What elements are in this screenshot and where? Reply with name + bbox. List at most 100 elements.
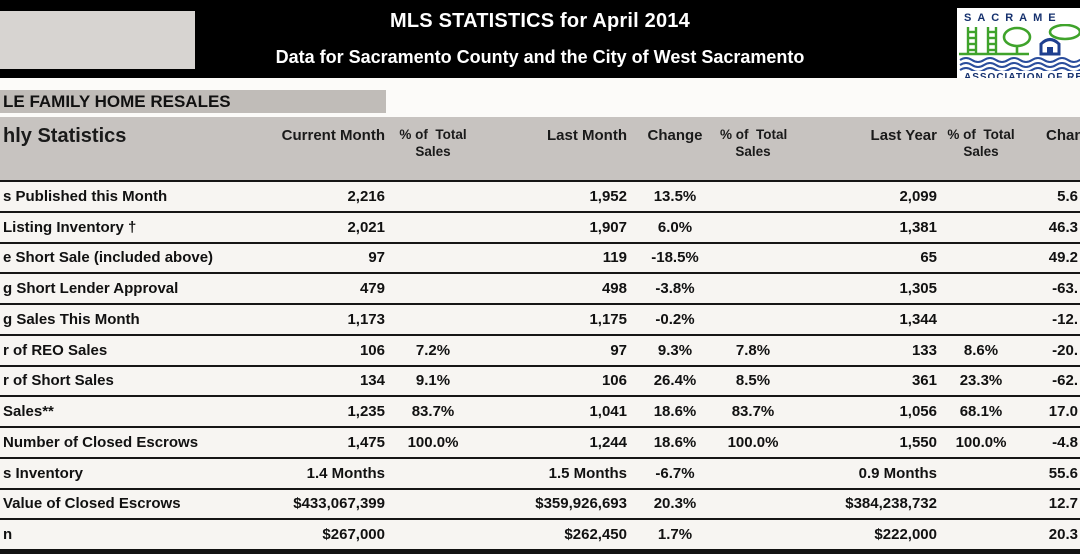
cell-pct-total-current: 100.0% [407, 433, 459, 451]
cell-change-last-year: 20.3 [1048, 526, 1078, 544]
cell-change-last-year: -63. [1052, 280, 1078, 298]
cell-last-year: 133 [911, 341, 937, 359]
table-row: g Sales This Month 1,173 1,175 -0.2% 1,344 -1… [0, 303, 1080, 334]
cell-label: e Short Sale (included above) [3, 249, 214, 267]
logo-top-text: SACRAME [964, 12, 1062, 24]
cell-current-month: 479 [359, 280, 385, 298]
cell-last-month: 106 [601, 372, 627, 390]
cell-change-last-month: -6.7% [655, 464, 695, 482]
col-header-pct-total-sales-current: % of Total Sales [388, 117, 478, 180]
cell-pct-total-current: 7.2% [415, 341, 451, 359]
sales-label: Sales [735, 143, 771, 159]
cell-last-year: 0.9 Months [858, 464, 937, 482]
cell-change-last-year: 49.2 [1048, 249, 1078, 267]
statistics-table: hly Statistics Current Month % of Total … [0, 117, 1080, 554]
table-row: Number of Closed Escrows 1,475 100.0% 1,244… [0, 426, 1080, 457]
col-header-last-year: Last Year [870, 127, 937, 144]
cell-last-year: 361 [911, 372, 937, 390]
cell-current-month: 1,475 [347, 433, 385, 451]
bridge-house-trees-icon [959, 24, 1080, 71]
cell-change-last-month: 18.6% [653, 403, 697, 421]
table-row: s Published this Month 2,216 1,952 13.5% 2,0… [0, 180, 1080, 211]
cell-current-month: 106 [359, 341, 385, 359]
cell-current-month: 134 [359, 372, 385, 390]
cell-last-month: 97 [610, 341, 627, 359]
cell-pct-total-current: 9.1% [415, 372, 451, 390]
report-subtitle: Data for Sacramento County and the City … [275, 47, 805, 67]
cell-label: g Sales This Month [3, 310, 140, 328]
cell-label: s Inventory [3, 464, 84, 482]
col-header-change-year: Change [1046, 127, 1080, 144]
cell-current-month: $267,000 [322, 526, 385, 544]
cell-last-month: 1,175 [589, 310, 627, 328]
pct-total-label: % of Total [720, 127, 788, 142]
cell-change-last-year: -20. [1052, 341, 1078, 359]
cell-change-last-month: 13.5% [653, 187, 697, 205]
sacramento-association-logo: SACRAME ASSOCIATION OF RE [957, 8, 1080, 100]
cell-last-month: 119 [602, 249, 627, 267]
sales-label: Sales [415, 143, 451, 159]
cell-current-month: 1,173 [347, 310, 385, 328]
table-row: r of Short Sales 134 9.1% 106 26.4% 8.5% 361 23… [0, 364, 1080, 396]
cell-current-month: 1,235 [347, 403, 385, 421]
cell-change-last-month: 26.4% [653, 372, 697, 390]
cell-pct-total-last-year: 23.3% [959, 372, 1003, 390]
cell-last-year: 1,381 [899, 218, 937, 236]
cell-last-month: 1,041 [589, 403, 627, 421]
cell-last-year: $222,000 [874, 526, 937, 544]
cell-change-last-year: -62. [1052, 372, 1078, 390]
pct-total-label: % of Total [947, 127, 1015, 142]
table-row: e Short Sale (included above) 97 119 -18.5%… [0, 241, 1080, 273]
cell-pct-total-current: 83.7% [411, 403, 455, 421]
cell-last-month: $262,450 [564, 526, 627, 544]
cell-last-year: 1,344 [899, 310, 937, 328]
report-title: MLS STATISTICS for April 2014 [390, 10, 690, 32]
table-row: r of REO Sales 106 7.2% 97 9.3% 7.8% 133 8.6% -2… [0, 333, 1080, 365]
cell-last-month: $359,926,693 [535, 495, 627, 513]
cell-label: n [3, 526, 13, 544]
col-header-current-month: Current Month [281, 127, 385, 144]
cell-current-month: 97 [368, 249, 385, 267]
section-title: LE FAMILY HOME RESALES [0, 90, 386, 113]
table-row: Value of Closed Escrows $433,067,399 $359,… [0, 487, 1080, 519]
cell-current-month: 2,216 [347, 187, 385, 205]
cell-last-year: 1,550 [899, 433, 937, 451]
cell-last-year: 1,056 [899, 403, 937, 421]
cell-pct-total-last-year: 100.0% [955, 433, 1007, 451]
cell-last-year: 1,305 [899, 280, 937, 298]
cell-label: Number of Closed Escrows [3, 433, 199, 451]
cell-current-month: 2,021 [347, 218, 385, 236]
cell-current-month: 1.4 Months [306, 464, 385, 482]
cell-last-month: 1.5 Months [548, 464, 627, 482]
cell-label: r of Short Sales [3, 372, 114, 390]
table-rows: s Published this Month 2,216 1,952 13.5% 2,0… [0, 180, 1080, 554]
cell-last-month: 1,244 [589, 433, 627, 451]
cell-label: Listing Inventory † [3, 218, 137, 236]
cell-label: s Published this Month [3, 187, 168, 205]
cell-label: Sales** [3, 403, 54, 421]
cell-pct-total-last-year: 68.1% [959, 403, 1003, 421]
table-row: n $267,000 $262,450 1.7% $222,000 20.3 [0, 518, 1080, 549]
cell-change-last-year: 46.3 [1048, 218, 1078, 236]
cell-change-last-year: 55.6 [1048, 464, 1078, 482]
cell-change-last-year: -4.8 [1052, 433, 1078, 451]
cell-change-last-month: 18.6% [653, 433, 697, 451]
cell-current-month: $433,067,399 [293, 495, 385, 513]
logo-bottom-text: ASSOCIATION OF RE [957, 71, 1080, 83]
cell-last-month: 1,952 [589, 187, 627, 205]
cell-label: r of REO Sales [3, 341, 108, 359]
col-header-change-month: Change [647, 127, 703, 144]
cell-last-year: $384,238,732 [845, 495, 937, 513]
pct-total-label: % of Total [399, 127, 467, 142]
col-header-pct-total-sales-last-year: % of Total Sales [940, 117, 1022, 180]
cell-pct-total-last-year: 8.6% [963, 341, 999, 359]
cell-pct-total-last-month: 83.7% [731, 403, 775, 421]
table-header-row: hly Statistics Current Month % of Total … [0, 117, 1080, 180]
cell-label: Value of Closed Escrows [3, 495, 181, 513]
table-row: Listing Inventory † 2,021 1,907 6.0% 1,381 46… [0, 210, 1080, 242]
cell-last-month: 498 [601, 280, 627, 298]
cell-change-last-year: 12.7 [1048, 495, 1078, 513]
col-header-last-month: Last Month [547, 127, 627, 144]
table-row: s Inventory 1.4 Months 1.5 Months -6.7% 0.9 … [0, 456, 1080, 488]
cell-change-last-month: 6.0% [657, 218, 693, 236]
